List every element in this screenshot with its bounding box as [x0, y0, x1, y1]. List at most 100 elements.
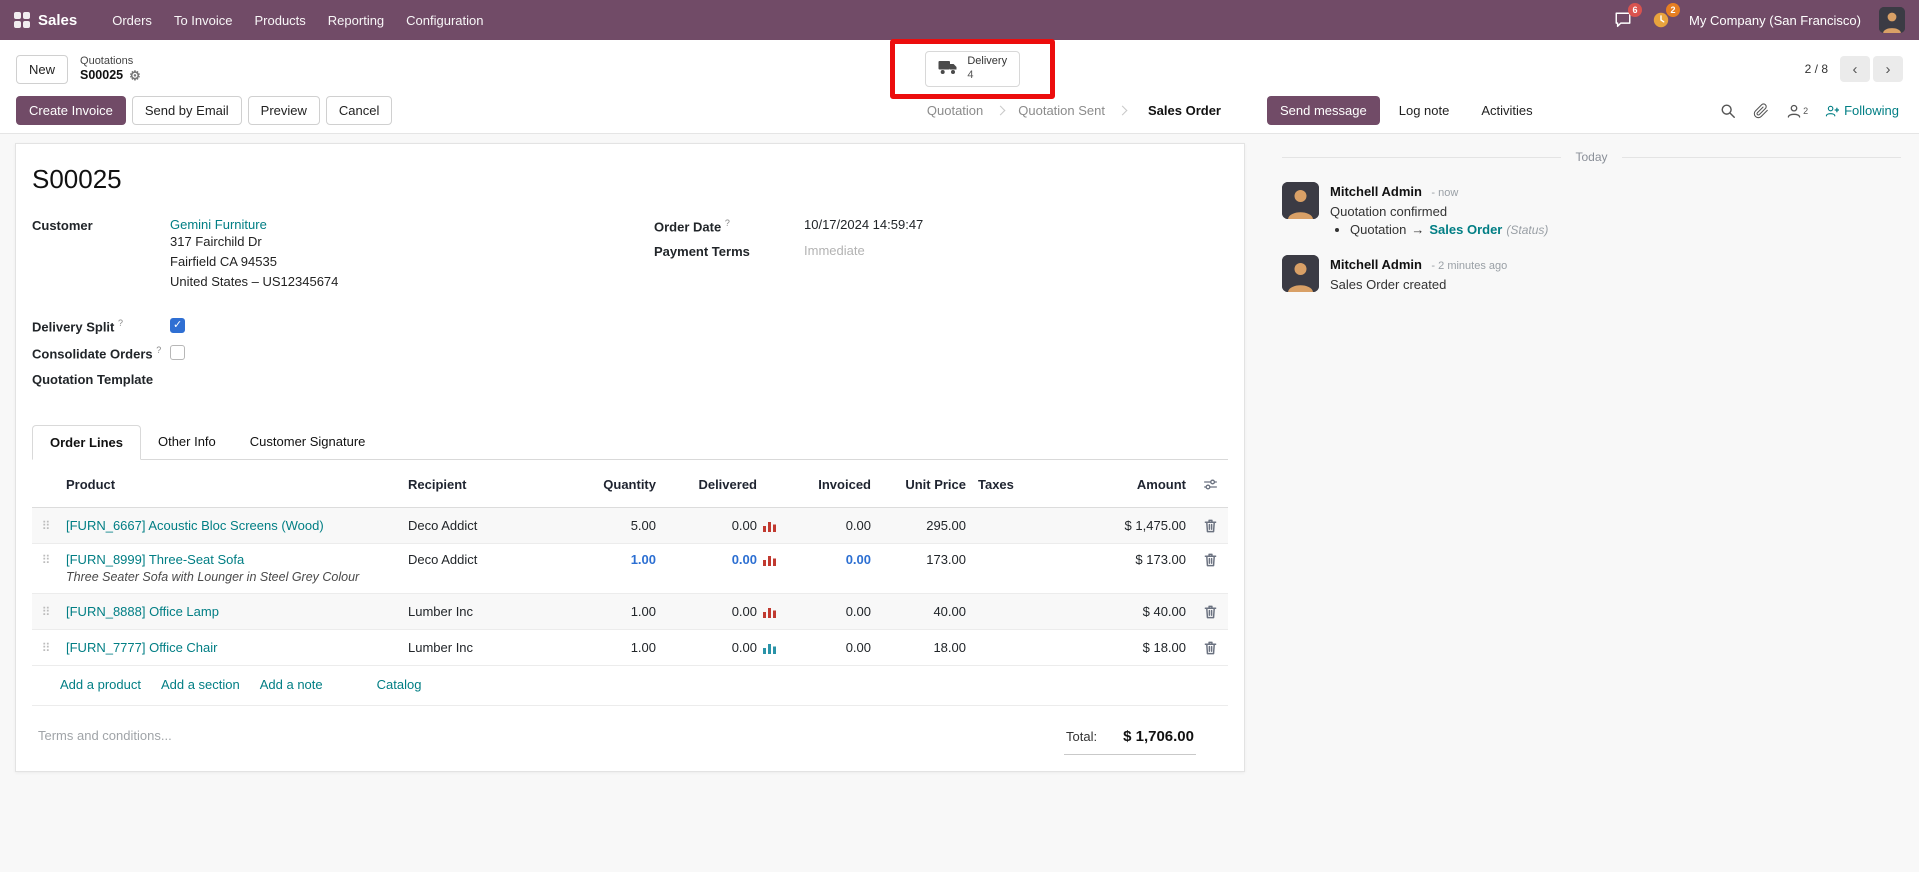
breadcrumb-quotations[interactable]: Quotations	[80, 54, 134, 67]
recipient-cell[interactable]: Deco Addict	[408, 518, 478, 534]
unit-price-cell[interactable]: 18.00	[933, 640, 966, 656]
invoiced-cell[interactable]: 0.00	[845, 518, 871, 534]
drag-handle-icon[interactable]: ⠿	[41, 552, 51, 567]
payment-terms-field[interactable]: Immediate	[804, 243, 865, 259]
recipient-cell[interactable]: Lumber Inc	[408, 640, 474, 656]
user-avatar[interactable]	[1879, 7, 1905, 33]
col-recipient[interactable]: Recipient	[408, 477, 467, 493]
create-invoice-button[interactable]: Create Invoice	[16, 96, 126, 125]
author-avatar[interactable]	[1282, 182, 1319, 219]
recipient-cell[interactable]: Deco Addict	[408, 552, 478, 568]
recipient-cell[interactable]: Lumber Inc	[408, 604, 474, 620]
menu-configuration[interactable]: Configuration	[406, 12, 484, 28]
product-link[interactable]: [FURN_6667] Acoustic Bloc Screens (Wood)	[66, 518, 324, 534]
pager-previous-button[interactable]: ‹	[1840, 56, 1870, 82]
followers-button[interactable]: 2	[1786, 103, 1808, 119]
unit-price-cell[interactable]: 295.00	[926, 518, 966, 534]
customer-link[interactable]: Gemini Furniture	[170, 217, 267, 232]
unit-price-cell[interactable]: 173.00	[926, 552, 966, 568]
preview-button[interactable]: Preview	[247, 96, 320, 125]
taxes-cell[interactable]	[972, 640, 1047, 656]
taxes-cell[interactable]	[972, 604, 1047, 620]
search-messages-icon[interactable]	[1720, 103, 1736, 119]
menu-orders[interactable]: Orders	[112, 12, 152, 28]
message-author[interactable]: Mitchell Admin	[1330, 257, 1422, 272]
pager-next-button[interactable]: ›	[1873, 56, 1903, 82]
delete-row-icon[interactable]	[1192, 519, 1228, 533]
col-product[interactable]: Product	[66, 477, 116, 493]
forecast-chart-icon[interactable]	[763, 642, 776, 654]
forecast-chart-icon[interactable]	[763, 520, 776, 532]
activities-button[interactable]: Activities	[1468, 96, 1545, 125]
col-invoiced[interactable]: Invoiced	[818, 477, 871, 493]
unit-price-cell[interactable]: 40.00	[933, 604, 966, 620]
delivery-smart-button[interactable]: Delivery 4	[925, 51, 1021, 87]
quantity-cell[interactable]: 5.00	[630, 518, 656, 534]
delete-row-icon[interactable]	[1192, 553, 1228, 567]
col-unit-price[interactable]: Unit Price	[905, 477, 966, 493]
activities-clock-icon[interactable]: 2	[1651, 3, 1681, 30]
messages-icon[interactable]: 6	[1613, 3, 1643, 30]
following-button[interactable]: Following	[1825, 103, 1899, 118]
delivered-cell[interactable]: 0.00	[662, 596, 782, 627]
author-avatar[interactable]	[1282, 255, 1319, 292]
new-button[interactable]: New	[16, 54, 69, 84]
add-section-link[interactable]: Add a section	[160, 677, 240, 693]
forecast-chart-icon[interactable]	[763, 606, 776, 618]
col-taxes[interactable]: Taxes	[978, 477, 1014, 493]
delivered-cell[interactable]: 0.00	[662, 632, 782, 663]
actions-gear-icon[interactable]: ⚙	[129, 67, 141, 83]
consolidate-orders-checkbox[interactable]	[170, 345, 185, 361]
tab-other-info[interactable]: Other Info	[157, 434, 216, 450]
apps-menu-icon[interactable]	[14, 12, 30, 28]
company-switcher[interactable]: My Company (San Francisco)	[1689, 12, 1861, 28]
message-author[interactable]: Mitchell Admin	[1330, 184, 1422, 199]
invoiced-cell[interactable]: 0.00	[845, 640, 871, 656]
menu-reporting[interactable]: Reporting	[327, 12, 385, 28]
send-message-button[interactable]: Send message	[1267, 96, 1380, 125]
status-quotation[interactable]: Quotation	[926, 103, 984, 118]
delivered-cell[interactable]: 0.00	[662, 510, 782, 541]
terms-conditions-field[interactable]: Terms and conditions...	[38, 728, 172, 744]
product-link[interactable]: [FURN_8999] Three-Seat Sofa	[66, 552, 245, 568]
optional-columns-icon[interactable]	[1192, 477, 1228, 492]
taxes-cell[interactable]	[972, 518, 1047, 534]
delivered-cell[interactable]: 0.00	[662, 544, 782, 575]
forecast-chart-icon[interactable]	[763, 554, 776, 566]
product-link[interactable]: [FURN_7777] Office Chair	[66, 640, 218, 656]
pager: 2 / 8 ‹ ›	[1805, 56, 1903, 82]
add-product-link[interactable]: Add a product	[60, 677, 141, 693]
log-note-button[interactable]: Log note	[1386, 96, 1463, 125]
delete-row-icon[interactable]	[1192, 641, 1228, 655]
col-amount[interactable]: Amount	[1136, 477, 1186, 493]
taxes-cell[interactable]	[972, 552, 1047, 568]
product-link[interactable]: [FURN_8888] Office Lamp	[66, 604, 219, 620]
cancel-button[interactable]: Cancel	[325, 96, 393, 125]
tab-customer-signature[interactable]: Customer Signature	[249, 434, 366, 450]
invoiced-cell[interactable]: 0.00	[845, 552, 871, 568]
status-quotation-sent[interactable]: Quotation Sent	[1018, 103, 1105, 118]
order-date-label: Order Date ?	[654, 218, 730, 235]
quantity-cell[interactable]: 1.00	[630, 640, 656, 656]
col-quantity[interactable]: Quantity	[603, 477, 656, 493]
tab-order-lines[interactable]: Order Lines	[32, 425, 141, 461]
menu-products[interactable]: Products	[254, 12, 306, 28]
col-delivered[interactable]: Delivered	[698, 477, 757, 493]
catalog-link[interactable]: Catalog	[376, 677, 422, 693]
status-sales-order[interactable]: Sales Order	[1148, 103, 1221, 118]
quantity-cell[interactable]: 1.00	[630, 604, 656, 620]
order-date-field[interactable]: 10/17/2024 14:59:47	[804, 217, 924, 232]
delete-row-icon[interactable]	[1192, 605, 1228, 619]
drag-handle-icon[interactable]: ⠿	[41, 640, 51, 655]
send-by-email-button[interactable]: Send by Email	[131, 96, 242, 125]
drag-handle-icon[interactable]: ⠿	[41, 518, 51, 533]
menu-to-invoice[interactable]: To Invoice	[173, 12, 233, 28]
drag-handle-icon[interactable]: ⠿	[41, 604, 51, 619]
annotation-red-box: Delivery 4	[890, 39, 1056, 99]
app-name[interactable]: Sales	[38, 11, 78, 29]
add-note-link[interactable]: Add a note	[259, 677, 323, 693]
delivery-split-checkbox[interactable]	[170, 318, 185, 334]
invoiced-cell[interactable]: 0.00	[845, 604, 871, 620]
quantity-cell[interactable]: 1.00	[630, 552, 656, 568]
attachments-paperclip-icon[interactable]	[1753, 102, 1769, 119]
